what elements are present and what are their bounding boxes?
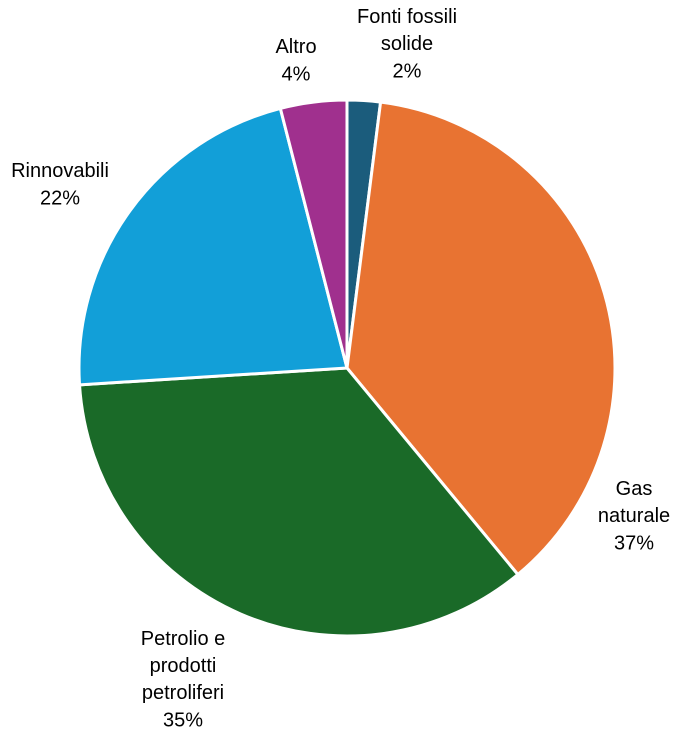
pie-slice [77,106,349,387]
slice-label: Rinnovabili [11,160,109,182]
slice-label: Altro [275,36,316,58]
slice-value-label: 37% [614,532,654,554]
slice-value-label: 22% [40,187,80,209]
slice-value-label: 35% [163,709,203,731]
pie-slice [278,98,349,370]
slice-value-label: 2% [393,60,422,82]
slice-label: Petrolio e prodotti petroliferi [141,628,226,704]
pie-slice [78,366,520,638]
pie-slice [345,100,617,576]
slice-label: Fonti fossili solide [357,6,457,55]
slice-value-label: 4% [282,63,311,85]
slice-label: Gas naturale [598,478,670,527]
